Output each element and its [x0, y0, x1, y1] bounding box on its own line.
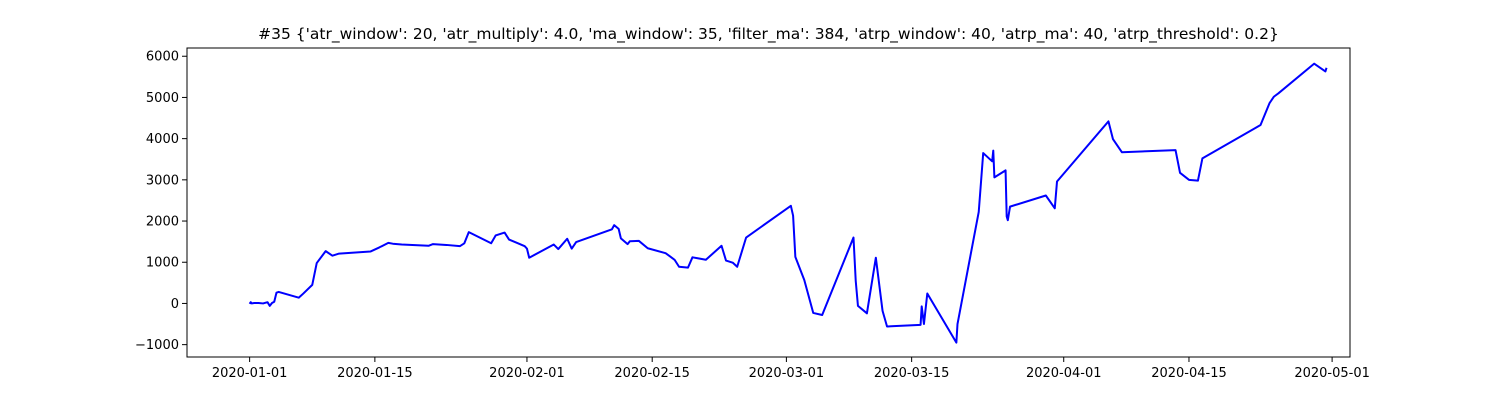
y-tick-label: 1000 [146, 256, 179, 271]
y-tick-label: 3000 [146, 173, 179, 188]
x-axis-ticks: 2020-01-01 2020-01-15 2020-02-01 2020-02-15… [212, 357, 1370, 381]
x-tick-label: 2020-04-15 [1151, 366, 1227, 381]
plot-area-frame [186, 47, 1351, 358]
x-tick-label: 2020-03-01 [749, 366, 825, 381]
chart-title: #35 {'atr_window': 20, 'atr_multiply': 4… [258, 25, 1279, 44]
series-line-0 [248, 62, 1328, 344]
x-tick-label: 2020-05-01 [1294, 366, 1370, 381]
x-tick-label: 2020-01-01 [212, 366, 288, 381]
y-axis-ticks: −1000 0 1000 2000 3000 4000 5000 6000 [135, 50, 187, 353]
x-tick-label: 2020-02-01 [489, 366, 565, 381]
y-tick-label: 6000 [146, 50, 179, 65]
x-tick-label: 2020-03-15 [874, 366, 950, 381]
y-tick-label: −1000 [135, 338, 179, 353]
series-lines [248, 62, 1328, 344]
x-tick-label: 2020-04-01 [1026, 366, 1102, 381]
y-tick-label: 4000 [146, 132, 179, 147]
y-tick-label: 2000 [146, 215, 179, 230]
y-tick-label: 0 [171, 297, 179, 312]
x-tick-label: 2020-01-15 [337, 366, 413, 381]
x-tick-label: 2020-02-15 [614, 366, 690, 381]
y-tick-label: 5000 [146, 91, 179, 106]
